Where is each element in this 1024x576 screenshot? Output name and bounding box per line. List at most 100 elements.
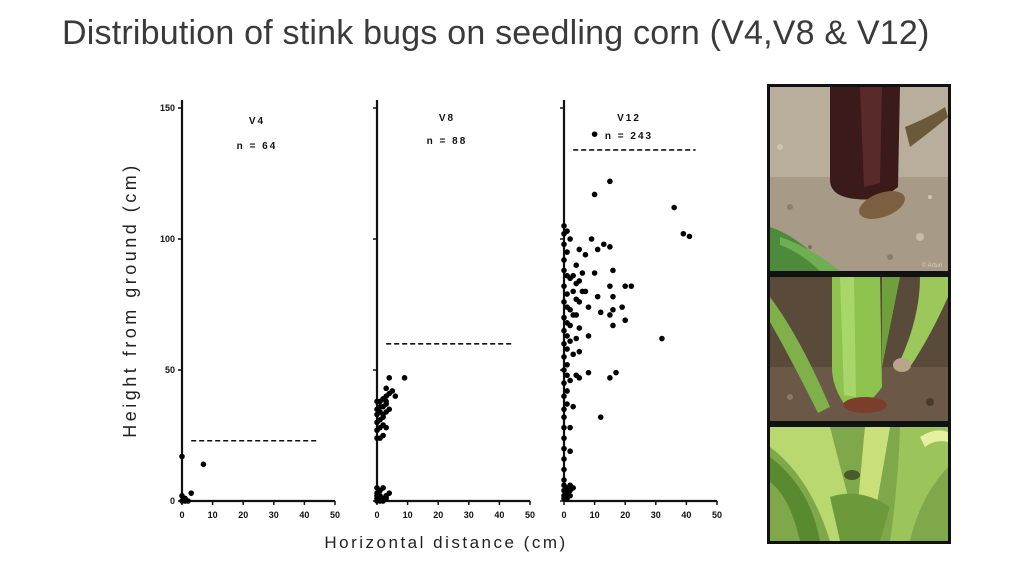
data-point <box>564 228 570 234</box>
data-point <box>607 244 613 250</box>
photo-illustration-2 <box>770 277 948 421</box>
panel-n-label: n = 243 <box>605 131 653 142</box>
data-point <box>564 333 570 339</box>
data-point <box>561 406 567 413</box>
x-axis-title: Horizontal distance (cm) <box>324 533 567 552</box>
data-point <box>567 377 573 384</box>
stink-bug-stem-photo: © Arturi <box>767 84 951 274</box>
data-point <box>585 333 592 339</box>
data-point <box>561 327 567 334</box>
data-point <box>567 306 573 313</box>
data-point <box>564 388 570 394</box>
data-point <box>607 312 613 318</box>
data-point <box>383 398 389 405</box>
x-tick-label: 20 <box>238 510 248 520</box>
x-tick-label: 50 <box>330 510 340 520</box>
data-point <box>576 299 583 305</box>
data-point <box>686 233 693 240</box>
data-point <box>561 367 567 373</box>
data-point <box>561 435 567 441</box>
data-point <box>561 393 567 400</box>
photo-watermark: © Arturi <box>921 263 942 269</box>
x-tick-label: 0 <box>179 510 184 520</box>
x-tick-label: 10 <box>208 510 218 520</box>
data-point <box>607 178 613 185</box>
data-point <box>386 375 393 381</box>
x-tick-label: 40 <box>299 510 309 520</box>
data-point <box>567 492 573 499</box>
x-tick-label: 20 <box>433 510 443 520</box>
data-point <box>561 223 567 229</box>
panel-stage-label: V4 <box>249 116 265 127</box>
data-point <box>622 317 628 324</box>
corn-leaves-photo <box>767 424 951 544</box>
x-tick-label: 10 <box>403 510 413 520</box>
data-point <box>561 414 567 420</box>
data-point <box>671 204 677 211</box>
data-point <box>561 241 567 248</box>
data-point <box>576 348 583 355</box>
data-point <box>383 385 389 392</box>
data-point <box>564 346 570 352</box>
data-point <box>570 288 576 295</box>
x-tick-label: 30 <box>464 510 474 520</box>
data-point <box>610 267 616 274</box>
data-point <box>613 369 619 376</box>
panel-stage-label: V8 <box>439 113 455 124</box>
data-point <box>564 361 570 368</box>
data-point <box>597 309 604 316</box>
data-point <box>561 495 567 502</box>
data-point <box>561 445 567 452</box>
data-point <box>619 304 625 310</box>
data-point <box>567 322 573 329</box>
data-point <box>576 246 583 253</box>
data-point <box>591 270 598 276</box>
data-point <box>567 338 573 344</box>
data-point <box>561 466 567 473</box>
data-point <box>597 414 604 420</box>
data-point <box>185 498 191 504</box>
x-tick-label: 10 <box>590 510 600 520</box>
data-point <box>386 490 393 496</box>
data-point <box>188 490 194 496</box>
data-point <box>622 283 628 289</box>
data-point <box>582 251 589 258</box>
data-point <box>588 236 595 242</box>
data-point <box>610 322 616 329</box>
data-point <box>200 461 207 468</box>
data-point <box>383 424 389 431</box>
photo-illustration-3 <box>770 427 948 541</box>
data-point <box>561 283 567 289</box>
data-point <box>561 341 567 347</box>
slide-title: Distribution of stink bugs on seedling c… <box>62 14 930 52</box>
data-point <box>561 299 567 305</box>
data-point <box>564 372 570 379</box>
data-point <box>561 267 567 274</box>
x-tick-label: 20 <box>620 510 630 520</box>
data-point <box>564 291 570 297</box>
data-point <box>570 272 576 279</box>
x-tick-label: 50 <box>712 510 722 520</box>
data-point <box>179 453 185 460</box>
y-tick-label: 50 <box>165 365 175 375</box>
data-point <box>573 262 580 269</box>
data-point <box>564 249 570 255</box>
data-point <box>594 293 601 300</box>
x-tick-label: 50 <box>525 510 535 520</box>
y-axis-title: Height from ground (cm) <box>120 162 140 438</box>
panel-n-label: n = 64 <box>237 141 278 152</box>
data-point <box>582 288 589 295</box>
data-point <box>600 241 607 248</box>
data-point <box>380 432 386 439</box>
panel-n-label: n = 88 <box>427 136 468 147</box>
photo-illustration-1 <box>770 87 948 271</box>
data-point <box>561 314 567 321</box>
data-point <box>389 388 396 394</box>
data-point <box>374 485 380 491</box>
data-point <box>576 325 583 331</box>
data-point <box>576 375 583 381</box>
data-point <box>610 293 616 300</box>
data-point <box>386 406 393 413</box>
data-point <box>610 306 616 313</box>
